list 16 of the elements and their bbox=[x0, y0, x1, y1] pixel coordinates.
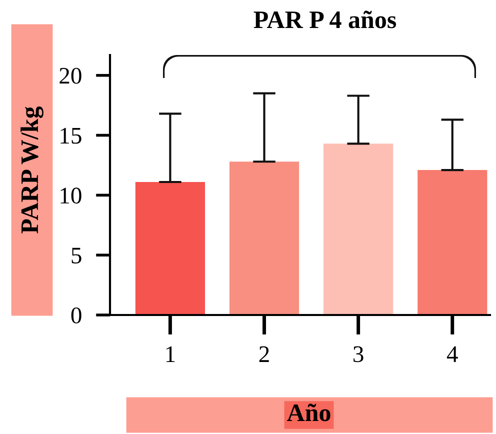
x-axis-title: Año bbox=[287, 404, 330, 422]
y-axis-title: PARP W/kg bbox=[20, 106, 44, 234]
x-tick-label: 2 bbox=[259, 346, 269, 362]
x-tick-label: 3 bbox=[354, 346, 364, 362]
bar bbox=[229, 162, 300, 315]
y-tick-label: 0 bbox=[71, 307, 82, 324]
x-tick-label: 4 bbox=[446, 346, 458, 362]
x-tick-label: 1 bbox=[166, 346, 175, 362]
y-tick-label: 10 bbox=[60, 188, 82, 204]
bar bbox=[324, 144, 394, 315]
bar bbox=[135, 182, 205, 315]
bar bbox=[418, 170, 488, 315]
chart-title: PAR P 4 años bbox=[254, 10, 396, 28]
y-tick-label: 5 bbox=[72, 248, 82, 264]
y-tick-label: 15 bbox=[60, 128, 82, 144]
y-tick-label: 20 bbox=[60, 68, 82, 84]
